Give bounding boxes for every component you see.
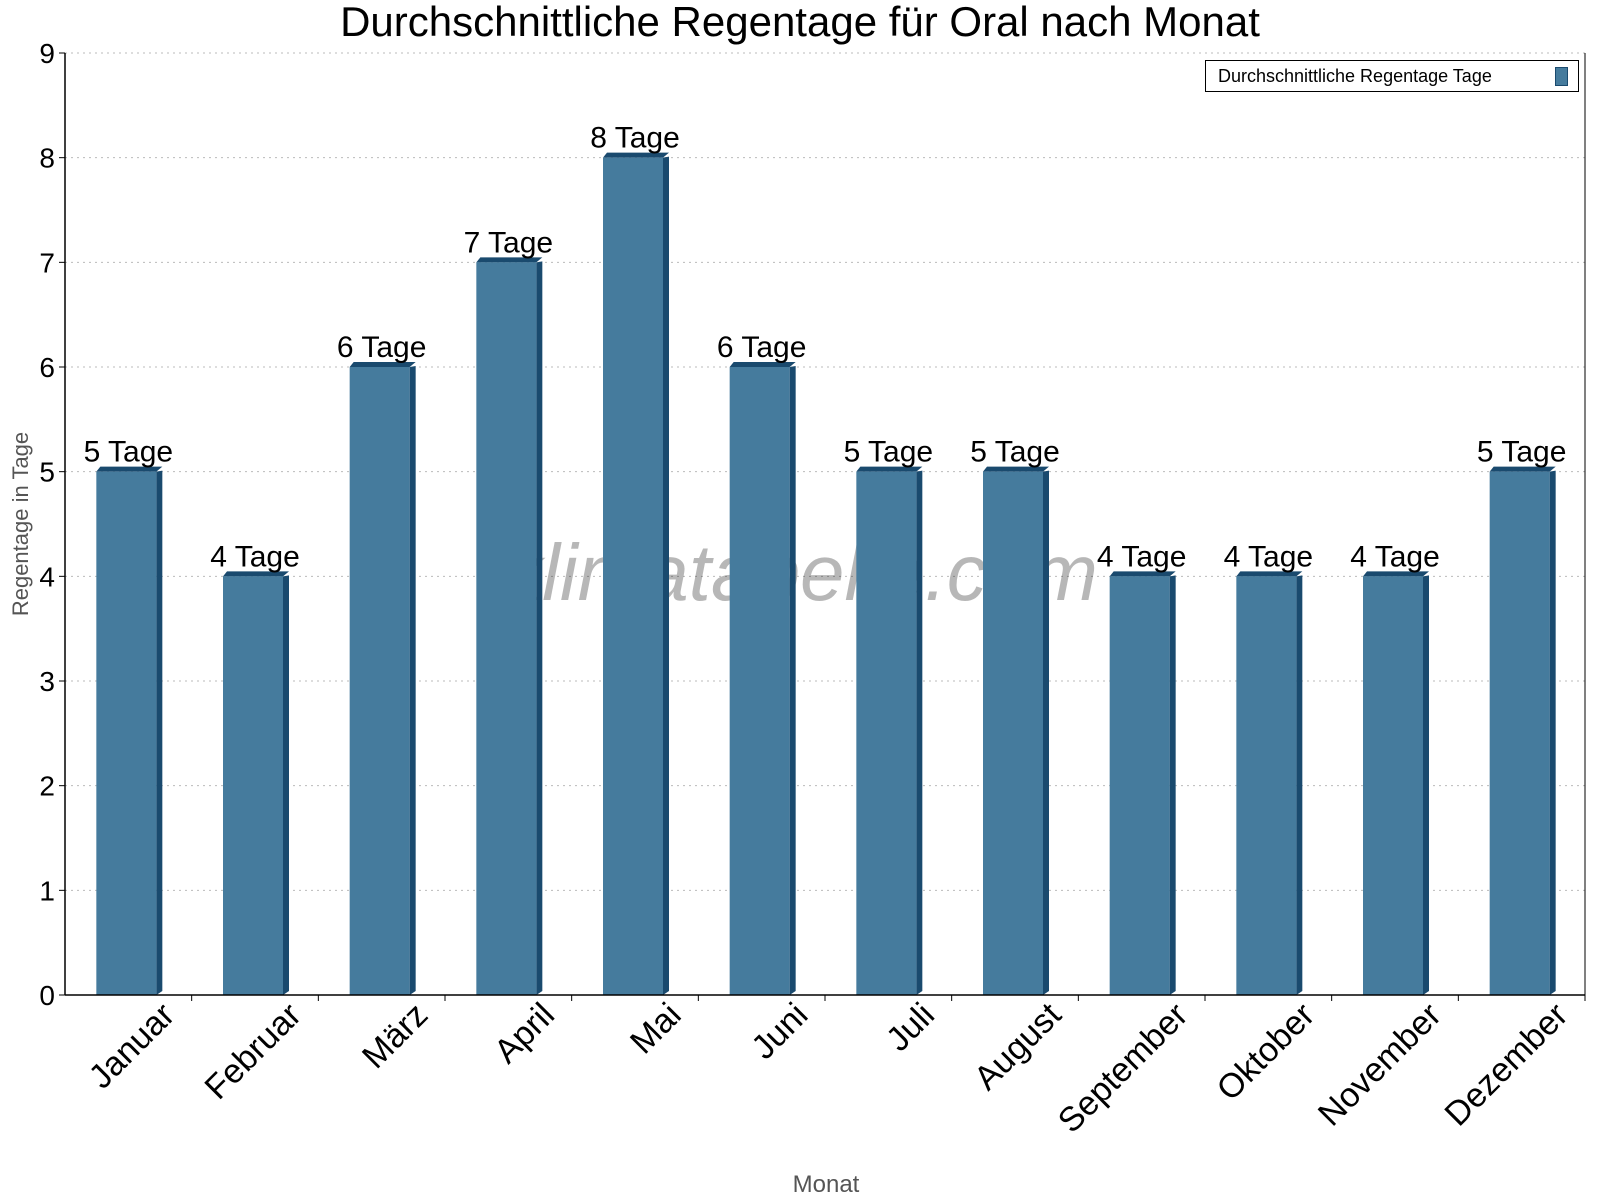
data-label: 7 Tage [464,226,554,259]
x-tick-label: Januar [82,996,182,1096]
x-tick-label: November [1311,996,1449,1134]
x-tick-label: Dezember [1438,996,1576,1134]
bar-top [476,257,543,263]
data-label: 5 Tage [970,436,1060,469]
data-label: 4 Tage [1224,540,1314,573]
bar-side [916,470,923,996]
bar-side [1169,575,1176,995]
y-tick-label: 7 [39,247,55,278]
x-tick-label: Mai [623,996,689,1062]
data-label: 6 Tage [337,331,427,364]
bar-side [789,366,796,995]
bar [983,471,1043,996]
y-axis-label: Regentage in Tage [8,432,33,616]
data-label: 5 Tage [1477,436,1567,469]
x-tick-label: Oktober [1210,996,1322,1108]
data-label: 4 Tage [210,540,300,573]
bar [1109,576,1170,995]
bar-side [409,366,416,995]
y-tick-label: 9 [39,38,55,69]
y-tick-label: 3 [39,666,55,697]
bar-top [729,362,796,367]
bar-top [856,466,923,472]
y-tick-label: 2 [39,771,55,802]
bar-top [1109,571,1176,577]
data-label: 4 Tage [1097,540,1187,573]
x-tick-label: Juli [879,996,942,1059]
bar [729,367,790,995]
y-tick-label: 0 [39,980,55,1011]
bar [1236,576,1297,995]
y-tick-label: 8 [39,143,55,174]
legend: Durchschnittliche Regentage Tage [1205,60,1579,92]
bar [1363,576,1423,995]
bar-top [223,571,289,577]
x-tick-label: August [967,995,1069,1097]
bar-top [603,152,669,158]
y-tick-label: 1 [39,875,55,906]
data-label: 4 Tage [1350,540,1440,573]
x-tick-label: April [487,996,562,1071]
bar [603,157,663,995]
bar-side [1296,575,1303,995]
data-label: 6 Tage [717,331,807,364]
bar [856,471,917,996]
bar-top [983,466,1049,472]
bar [349,367,410,995]
bar-side [283,575,289,995]
legend-label: Durchschnittliche Regentage Tage [1218,65,1492,86]
y-tick-label: 4 [39,561,55,592]
data-label: 8 Tage [590,122,680,155]
bar-side [663,156,669,995]
y-tick-label: 6 [39,352,55,383]
x-tick-label: September [1051,996,1195,1140]
bar-top [1363,571,1429,577]
x-tick-label: Juni [744,996,815,1067]
x-tick-label: Februar [198,996,309,1107]
bar [1489,471,1550,996]
bar-side [1549,470,1556,996]
bar-side [536,261,543,995]
bar [476,262,537,995]
bar-top [349,362,416,367]
bar [96,471,157,996]
legend-swatch [1555,66,1568,86]
x-tick-label: März [355,996,435,1076]
bar [223,576,283,995]
data-label: 5 Tage [844,436,934,469]
bar-side [1423,575,1429,995]
y-tick-label: 5 [39,457,55,488]
bar-side [1043,470,1049,996]
x-axis-label: Monat [793,1171,860,1198]
bar-side [156,470,163,996]
data-label: 5 Tage [84,436,174,469]
bar-top [1489,466,1556,472]
bar-top [96,466,163,472]
bar-top [1236,571,1303,577]
chart-title: Durchschnittliche Regentage für Oral nac… [340,0,1260,45]
